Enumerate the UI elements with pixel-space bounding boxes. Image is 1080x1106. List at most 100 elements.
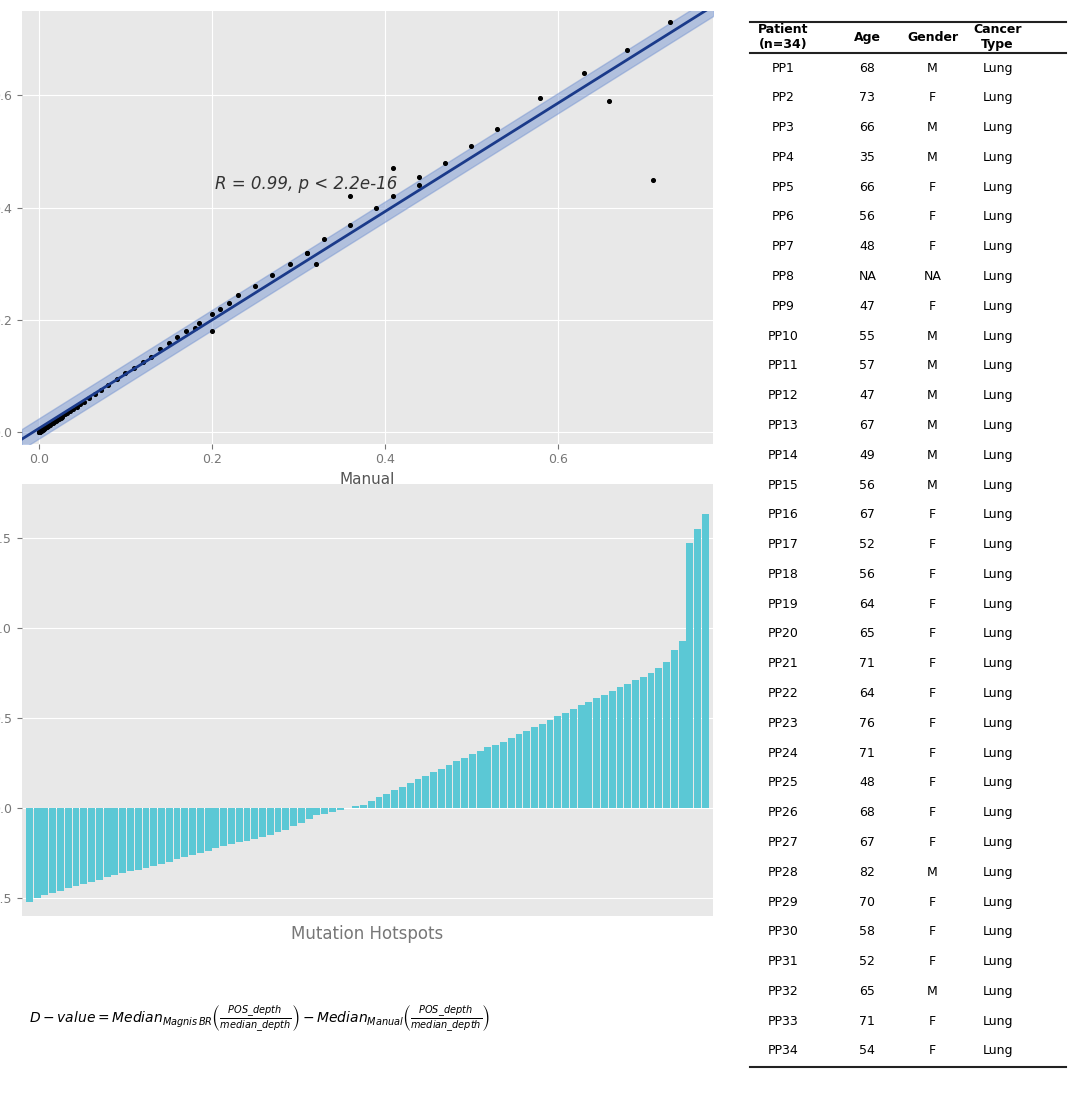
Text: F: F: [929, 717, 936, 730]
Text: Lung: Lung: [983, 122, 1013, 134]
Point: [36, 419, 53, 437]
Text: F: F: [929, 539, 936, 551]
Bar: [500, 741, 507, 808]
Text: 65: 65: [860, 627, 876, 640]
Point: [307, 255, 324, 273]
Point: [168, 328, 186, 346]
Text: PP4: PP4: [771, 150, 794, 164]
Text: 47: 47: [860, 389, 876, 403]
Bar: [554, 717, 562, 808]
Text: PP20: PP20: [768, 627, 798, 640]
Bar: [648, 674, 654, 808]
Text: PP5: PP5: [771, 180, 794, 194]
Point: [134, 353, 151, 371]
Bar: [476, 751, 484, 808]
Bar: [415, 780, 421, 808]
Point: [38, 418, 55, 436]
Point: [436, 154, 454, 171]
Text: 71: 71: [860, 657, 876, 670]
Text: F: F: [929, 836, 936, 849]
Point: [246, 278, 264, 295]
Text: PP6: PP6: [771, 210, 794, 223]
Bar: [469, 754, 475, 808]
Point: [618, 42, 635, 60]
Point: [190, 314, 207, 332]
Text: PP32: PP32: [768, 984, 798, 998]
Point: [125, 359, 143, 377]
Bar: [407, 783, 414, 808]
Text: Lung: Lung: [983, 539, 1013, 551]
Point: [108, 371, 125, 388]
Point: [40, 417, 57, 435]
Point: [32, 421, 50, 439]
Bar: [563, 712, 569, 808]
Text: Lung: Lung: [983, 687, 1013, 700]
Bar: [50, 808, 56, 893]
Text: Lung: Lung: [983, 567, 1013, 581]
Point: [315, 230, 333, 248]
Point: [212, 300, 229, 317]
Bar: [624, 684, 631, 808]
Bar: [360, 805, 367, 808]
Text: Lung: Lung: [983, 836, 1013, 849]
Text: F: F: [929, 210, 936, 223]
Text: Lung: Lung: [983, 479, 1013, 491]
Text: Lung: Lung: [983, 1014, 1013, 1027]
Text: PP28: PP28: [768, 866, 798, 879]
X-axis label: Manual: Manual: [340, 472, 395, 487]
Bar: [639, 677, 647, 808]
Bar: [150, 808, 157, 866]
Text: 54: 54: [860, 1044, 876, 1057]
Text: PP14: PP14: [768, 449, 798, 461]
Text: Lung: Lung: [983, 210, 1013, 223]
Text: PP24: PP24: [768, 747, 798, 760]
Bar: [531, 727, 538, 808]
Text: PP7: PP7: [771, 240, 794, 253]
Bar: [446, 765, 453, 808]
Bar: [508, 738, 514, 808]
Text: PP2: PP2: [771, 92, 794, 104]
Bar: [399, 786, 406, 808]
Point: [264, 267, 281, 284]
Bar: [671, 649, 678, 808]
Point: [488, 121, 505, 138]
Text: 76: 76: [860, 717, 876, 730]
Text: M: M: [927, 866, 937, 879]
Bar: [252, 808, 258, 838]
Point: [33, 421, 51, 439]
Text: 56: 56: [860, 567, 876, 581]
Text: Lung: Lung: [983, 270, 1013, 283]
Point: [80, 389, 97, 407]
Text: PP17: PP17: [768, 539, 798, 551]
Text: Lung: Lung: [983, 627, 1013, 640]
Bar: [72, 808, 80, 886]
Bar: [306, 808, 312, 820]
Text: PP11: PP11: [768, 359, 798, 373]
Text: Lung: Lung: [983, 657, 1013, 670]
Text: 68: 68: [860, 62, 876, 74]
Text: PP12: PP12: [768, 389, 798, 403]
Bar: [600, 695, 608, 808]
Point: [410, 176, 428, 194]
Bar: [127, 808, 134, 872]
Text: M: M: [927, 62, 937, 74]
Bar: [313, 808, 321, 815]
Text: Gender: Gender: [907, 31, 958, 44]
Bar: [352, 806, 360, 808]
Text: PP34: PP34: [768, 1044, 798, 1057]
Text: M: M: [927, 479, 937, 491]
Text: 65: 65: [860, 984, 876, 998]
Text: PP3: PP3: [771, 122, 794, 134]
Text: Lung: Lung: [983, 150, 1013, 164]
Point: [48, 411, 65, 429]
Point: [31, 422, 49, 440]
Text: 52: 52: [860, 956, 876, 968]
Point: [229, 286, 246, 304]
Text: F: F: [929, 240, 936, 253]
Text: F: F: [929, 776, 936, 790]
Bar: [291, 808, 297, 826]
Text: Cancer
Type: Cancer Type: [973, 23, 1022, 51]
Text: F: F: [929, 926, 936, 938]
Bar: [678, 640, 686, 808]
Bar: [259, 808, 266, 837]
